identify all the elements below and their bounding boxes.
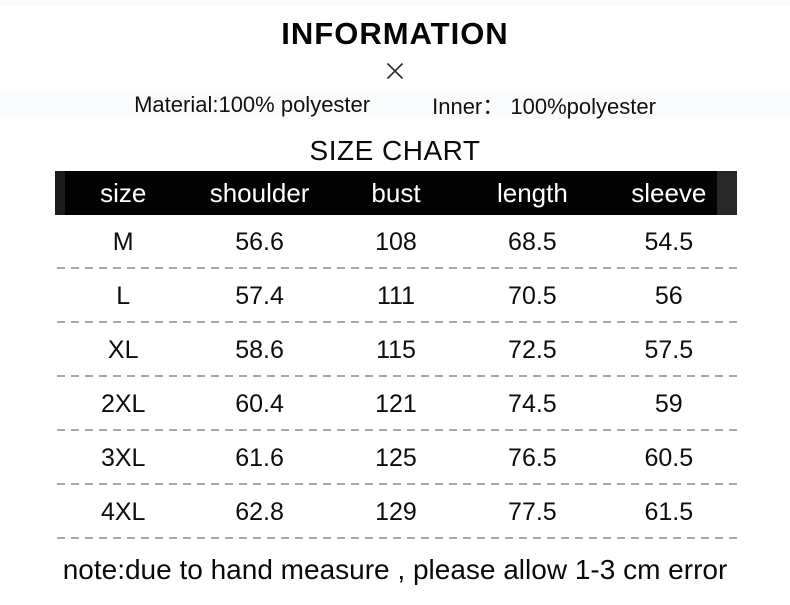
cell-size: XL xyxy=(107,335,139,364)
cell-size: L xyxy=(116,281,131,310)
page-title: INFORMATION xyxy=(281,16,509,51)
cell-shoulder: 57.4 xyxy=(235,281,284,310)
cell-length: 76.5 xyxy=(508,443,557,472)
note-text: note:due to hand measure , please allow … xyxy=(62,554,728,585)
column-header-bust: bust xyxy=(371,177,421,208)
cell-shoulder: 56.6 xyxy=(235,227,284,256)
size-chart-table: size shoulder bust length sleeve M 56.6 108 68.… xyxy=(55,171,741,539)
cell-size: M xyxy=(112,227,134,256)
cell-bust: 125 xyxy=(375,443,417,472)
x-glyph xyxy=(386,62,404,80)
cell-length: 74.5 xyxy=(508,389,557,418)
cell-shoulder: 58.6 xyxy=(235,335,284,364)
table-row: XL 58.6 115 72.5 57.5 xyxy=(55,323,741,377)
cell-length: 72.5 xyxy=(508,335,557,364)
cell-shoulder: 61.6 xyxy=(235,443,284,472)
table-row: 4XL 62.8 129 77.5 61.5 xyxy=(55,485,741,539)
table-row: L 57.4 111 70.5 56 xyxy=(55,269,741,323)
cell-bust: 111 xyxy=(376,281,415,310)
cell-sleeve: 61.5 xyxy=(644,497,694,526)
cell-size: 2XL xyxy=(100,389,146,418)
table-row: 3XL 61.6 125 76.5 60.5 xyxy=(55,431,741,485)
cell-sleeve: 60.5 xyxy=(644,443,694,472)
cell-size: 4XL xyxy=(100,497,146,526)
cell-bust: 115 xyxy=(376,335,416,364)
cell-sleeve: 56 xyxy=(654,281,683,310)
cell-bust: 108 xyxy=(375,227,417,256)
table-body: M 56.6 108 68.5 54.5 L 57.4 111 70.5 56 XL 58.6 115 7… xyxy=(55,215,741,539)
column-header-length: length xyxy=(496,177,568,208)
material-row: Material:100% polyester Inner： 100%polye… xyxy=(0,91,790,119)
column-header-size: size xyxy=(100,177,147,208)
size-chart-title: SIZE CHART xyxy=(309,135,481,166)
cell-shoulder: 60.4 xyxy=(235,389,284,418)
cell-bust: 121 xyxy=(375,389,417,418)
table-row: 2XL 60.4 121 74.5 59 xyxy=(55,377,741,431)
column-header-sleeve: sleeve xyxy=(631,177,707,208)
cell-size: 3XL xyxy=(100,443,146,472)
cell-sleeve: 59 xyxy=(654,389,683,418)
cell-length: 77.5 xyxy=(508,497,557,526)
inner-material-label: Inner： 100%polyester xyxy=(432,94,656,119)
material-label: Material:100% polyester xyxy=(134,92,371,117)
top-divider xyxy=(0,0,790,6)
close-icon xyxy=(0,56,790,86)
cell-sleeve: 54.5 xyxy=(644,227,694,256)
column-header-shoulder: shoulder xyxy=(209,177,310,208)
cell-bust: 129 xyxy=(375,497,417,526)
cell-shoulder: 62.8 xyxy=(235,497,284,526)
cell-length: 68.5 xyxy=(508,227,557,256)
table-header-row: size shoulder bust length sleeve xyxy=(55,171,737,215)
cell-sleeve: 57.5 xyxy=(644,335,694,364)
cell-length: 70.5 xyxy=(508,281,557,310)
table-row: M 56.6 108 68.5 54.5 xyxy=(55,215,741,269)
